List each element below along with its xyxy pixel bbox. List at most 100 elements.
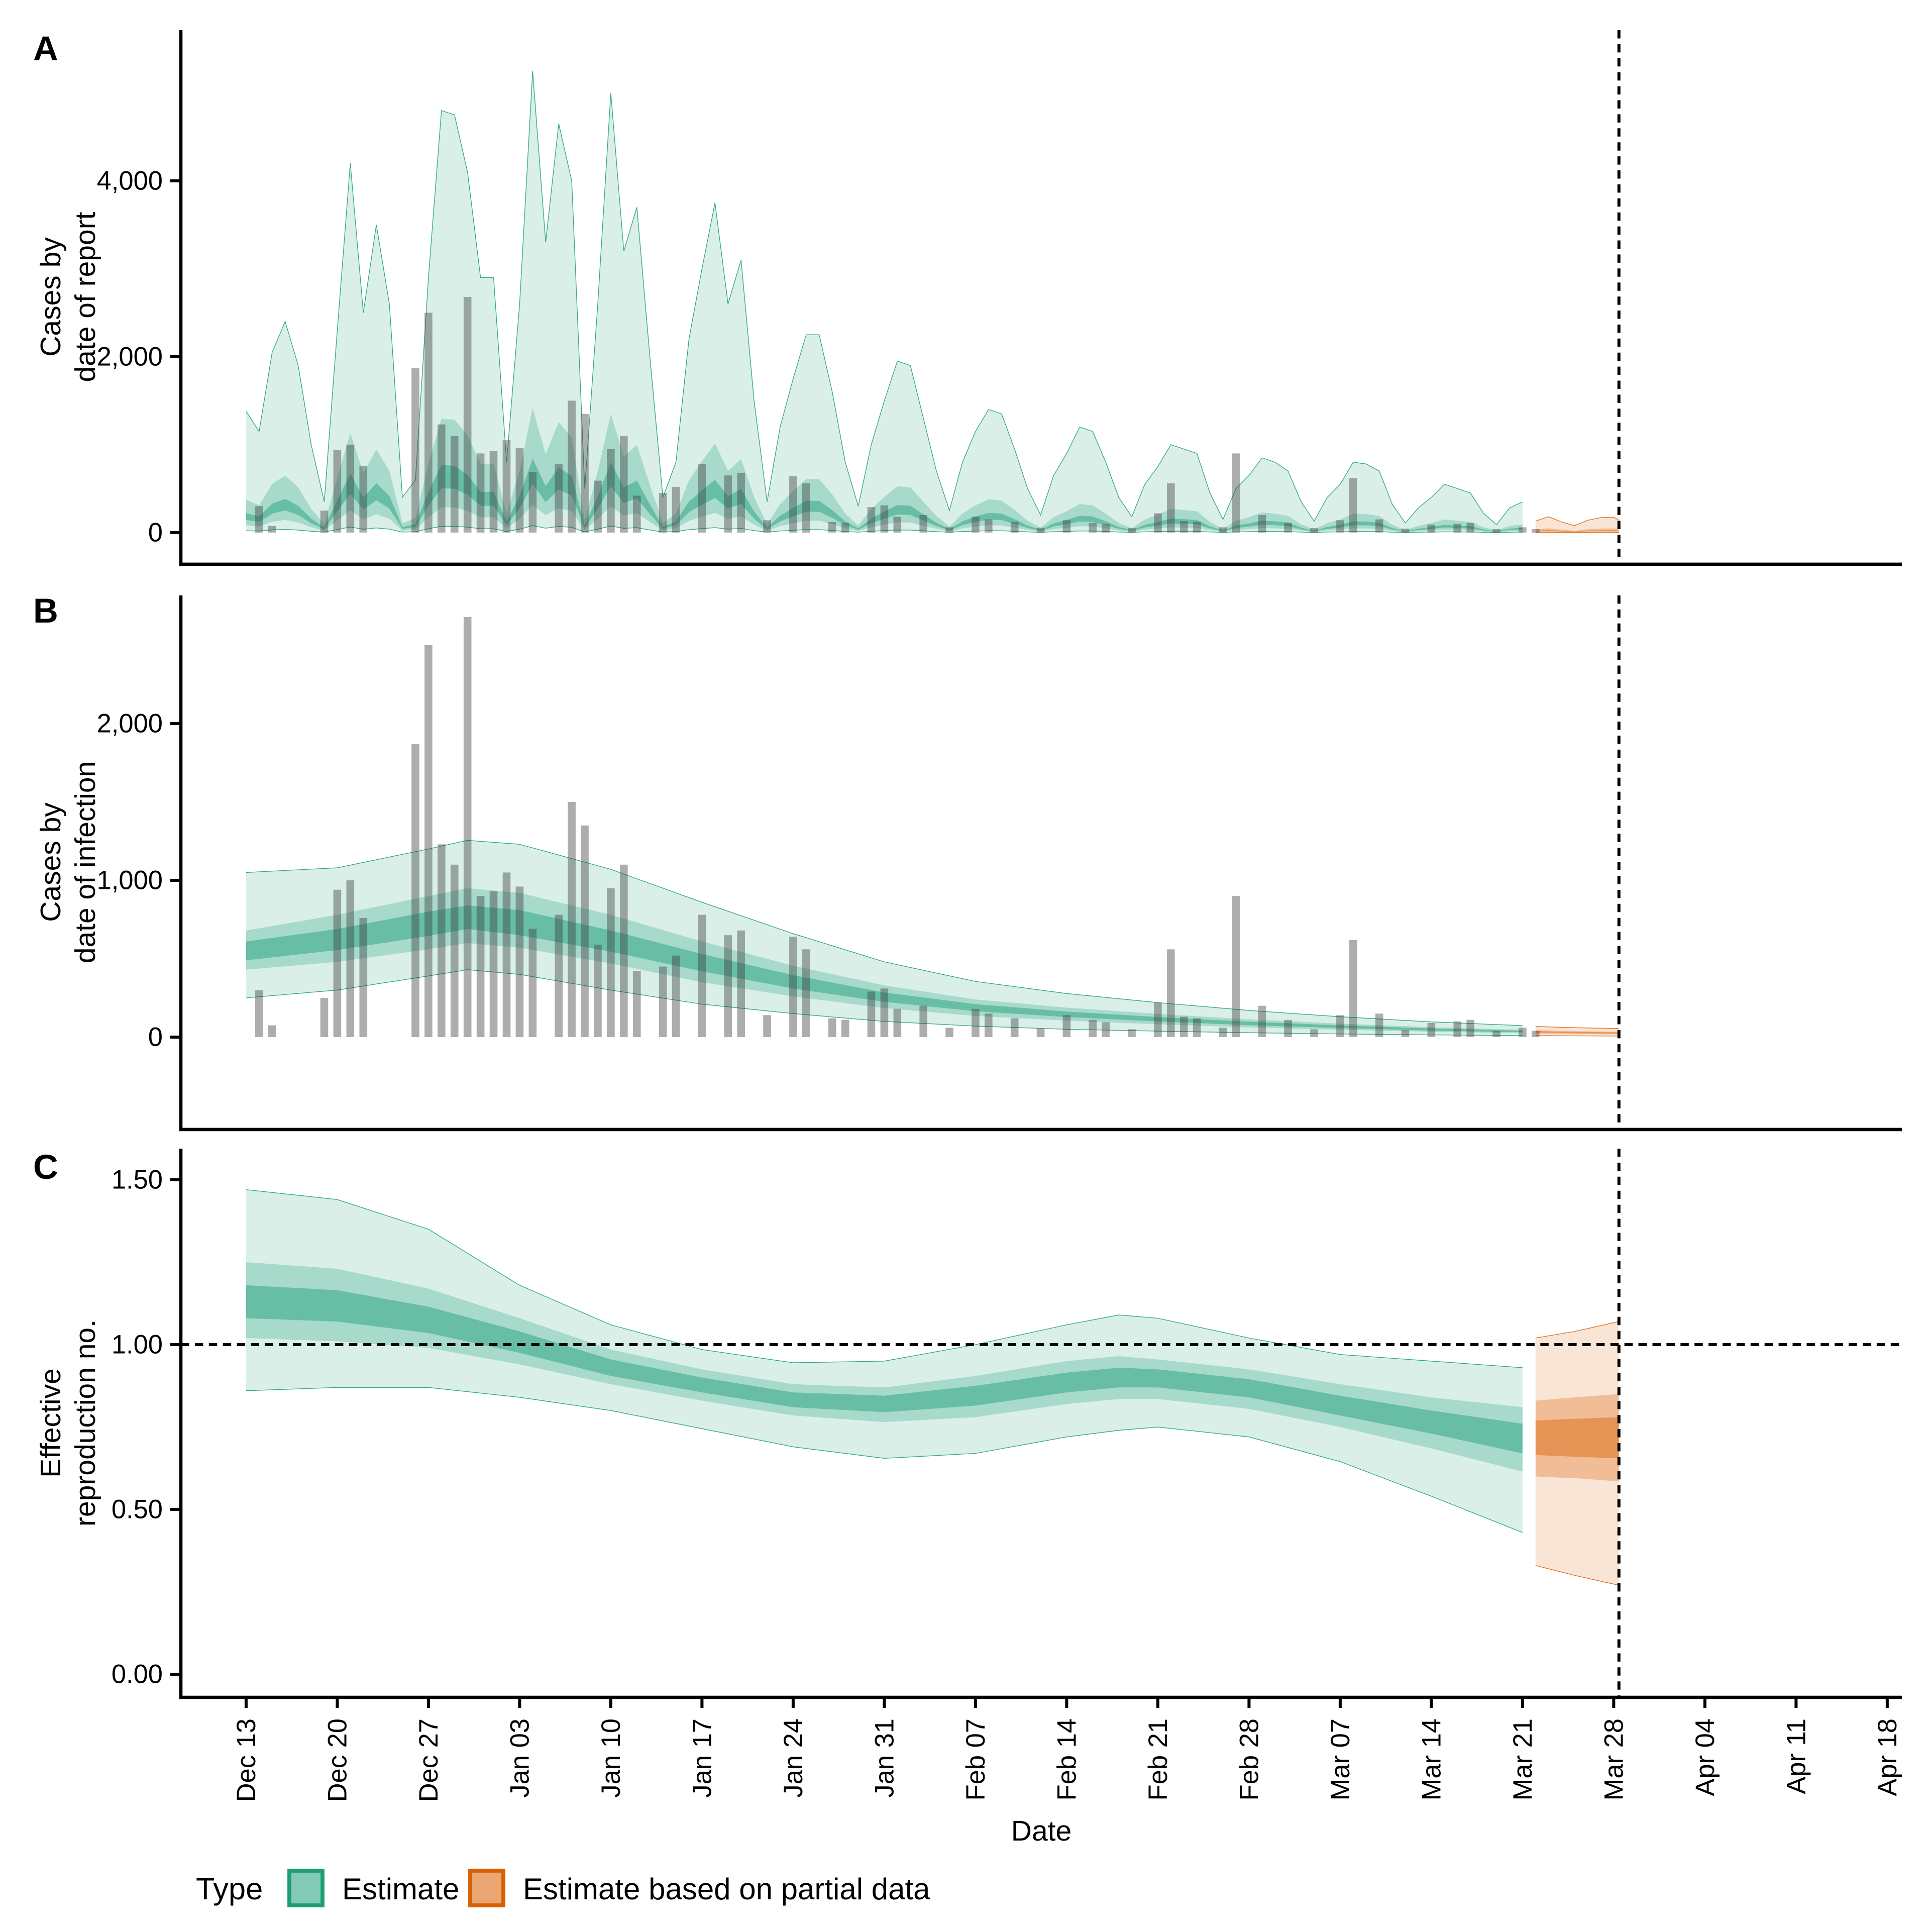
reported-cases-bar-b xyxy=(568,802,576,1037)
reported-cases-bar-a xyxy=(438,425,446,533)
reported-cases-bar-b xyxy=(1089,1020,1097,1037)
reported-cases-bar-a xyxy=(881,505,889,533)
reported-cases-bar-b xyxy=(268,1026,276,1037)
reported-cases-bar-b xyxy=(451,865,459,1037)
reported-cases-bar-b xyxy=(802,949,810,1037)
reported-cases-bar-b xyxy=(1154,1002,1162,1037)
reported-cases-bar-a xyxy=(1532,529,1540,533)
reported-cases-bar-a xyxy=(1102,524,1110,533)
reported-cases-bar-a xyxy=(411,368,419,533)
reported-cases-bar-b xyxy=(1128,1029,1136,1037)
reported-cases-bar-a xyxy=(1310,528,1318,533)
reported-cases-bar-b xyxy=(594,945,602,1037)
panel-b-y-title-line1: Cases by xyxy=(35,802,67,922)
reported-cases-bar-a xyxy=(789,476,797,533)
reported-cases-bar-b xyxy=(411,744,419,1037)
reported-cases-bar-b xyxy=(841,1020,849,1037)
reported-cases-bar-b xyxy=(1167,949,1175,1037)
reported-cases-bar-b xyxy=(1375,1013,1383,1037)
reported-cases-bar-b xyxy=(972,1009,980,1037)
x-tick-label: Apr 18 xyxy=(1873,1718,1902,1796)
x-tick-label: Mar 21 xyxy=(1508,1718,1538,1800)
x-tick-label: Mar 14 xyxy=(1417,1718,1446,1800)
reported-cases-bar-b xyxy=(659,967,667,1037)
reported-cases-bar-b xyxy=(490,891,498,1037)
reported-cases-bar-a xyxy=(1128,528,1136,533)
reported-cases-bar-b xyxy=(763,1015,771,1037)
x-tick-label: Feb 07 xyxy=(961,1718,991,1800)
reported-cases-bar-b xyxy=(919,1006,927,1037)
reported-cases-bar-b xyxy=(1193,1019,1201,1037)
reported-cases-bar-a xyxy=(1063,520,1071,533)
reported-cases-bar-a xyxy=(1011,522,1019,533)
reported-cases-bar-a xyxy=(620,436,628,533)
y-tick-label: 1,000 xyxy=(97,866,163,895)
reported-cases-bar-b xyxy=(828,1019,836,1037)
x-tick-label: Feb 28 xyxy=(1234,1718,1264,1800)
reported-cases-bar-a xyxy=(802,483,810,533)
reported-cases-bar-a xyxy=(868,507,876,533)
y-tick-label: 4,000 xyxy=(97,166,163,195)
reported-cases-bar-a xyxy=(1453,524,1461,532)
reported-cases-bar-a xyxy=(1219,527,1227,533)
reported-cases-bar-a xyxy=(477,453,485,532)
reported-cases-bar-b xyxy=(1063,1015,1071,1037)
x-axis-title: Date xyxy=(1011,1815,1071,1847)
x-tick-label: Apr 11 xyxy=(1781,1718,1811,1794)
reported-cases-bar-a xyxy=(985,520,993,533)
reported-cases-bar-a xyxy=(1089,523,1097,533)
reported-cases-bar-a xyxy=(894,517,902,533)
reported-cases-bar-a xyxy=(424,313,433,532)
reported-cases-bar-b xyxy=(464,617,472,1037)
x-tick-label: Jan 10 xyxy=(596,1718,626,1798)
reported-cases-bar-b xyxy=(477,896,485,1037)
y-tick-label: 0 xyxy=(148,518,163,547)
x-tick-label: Jan 31 xyxy=(870,1718,899,1798)
reported-cases-bar-a xyxy=(672,487,680,533)
reported-cases-bar-a xyxy=(919,515,927,533)
reported-cases-bar-a xyxy=(529,472,537,533)
reported-cases-bar-a xyxy=(945,527,953,533)
reported-cases-bar-a xyxy=(1492,529,1501,533)
reported-cases-bar-b xyxy=(1428,1023,1436,1037)
x-tick-label: Jan 03 xyxy=(505,1718,534,1798)
x-tick-label: Dec 27 xyxy=(414,1718,444,1802)
reported-cases-bar-a xyxy=(594,481,602,533)
panel-c-y-title-line1: Effective xyxy=(35,1368,67,1478)
reported-cases-bar-b xyxy=(1492,1031,1501,1037)
reported-cases-bar-b xyxy=(516,886,524,1037)
reported-cases-bar-b xyxy=(868,992,876,1037)
reported-cases-bar-b xyxy=(1232,896,1240,1037)
reported-cases-bar-a xyxy=(555,464,563,532)
reported-cases-bar-b xyxy=(672,956,680,1037)
reported-cases-bar-b xyxy=(737,931,745,1037)
x-tick-label: Feb 21 xyxy=(1143,1718,1173,1800)
reported-cases-bar-b xyxy=(789,937,797,1037)
reported-cases-bar-b xyxy=(529,929,537,1037)
reported-cases-bar-a xyxy=(1154,513,1162,532)
panel-c-partial-band-20 xyxy=(1536,1417,1619,1458)
reported-cases-bar-b xyxy=(894,1009,902,1037)
reported-cases-bar-a xyxy=(763,520,771,533)
reported-cases-bar-b xyxy=(334,890,342,1037)
reported-cases-bar-b xyxy=(1453,1022,1461,1037)
reported-cases-bar-a xyxy=(347,445,355,533)
panel-a-y-title-line2: date of report xyxy=(69,212,101,382)
reported-cases-bar-a xyxy=(334,450,342,532)
reported-cases-bar-b xyxy=(724,935,732,1037)
reported-cases-bar-b xyxy=(698,915,706,1037)
reported-cases-bar-a xyxy=(1375,520,1383,533)
reported-cases-bar-b xyxy=(945,1028,953,1037)
x-tick-label: Mar 07 xyxy=(1326,1718,1355,1800)
reported-cases-bar-b xyxy=(1349,940,1357,1037)
reported-cases-bar-b xyxy=(1102,1022,1110,1037)
reported-cases-bar-a xyxy=(607,449,615,533)
y-tick-label: 0.50 xyxy=(112,1495,163,1524)
reported-cases-bar-b xyxy=(503,872,511,1037)
y-tick-label: 1.50 xyxy=(112,1165,163,1194)
reported-cases-bar-a xyxy=(1180,521,1188,533)
x-tick-label: Feb 14 xyxy=(1052,1718,1082,1800)
